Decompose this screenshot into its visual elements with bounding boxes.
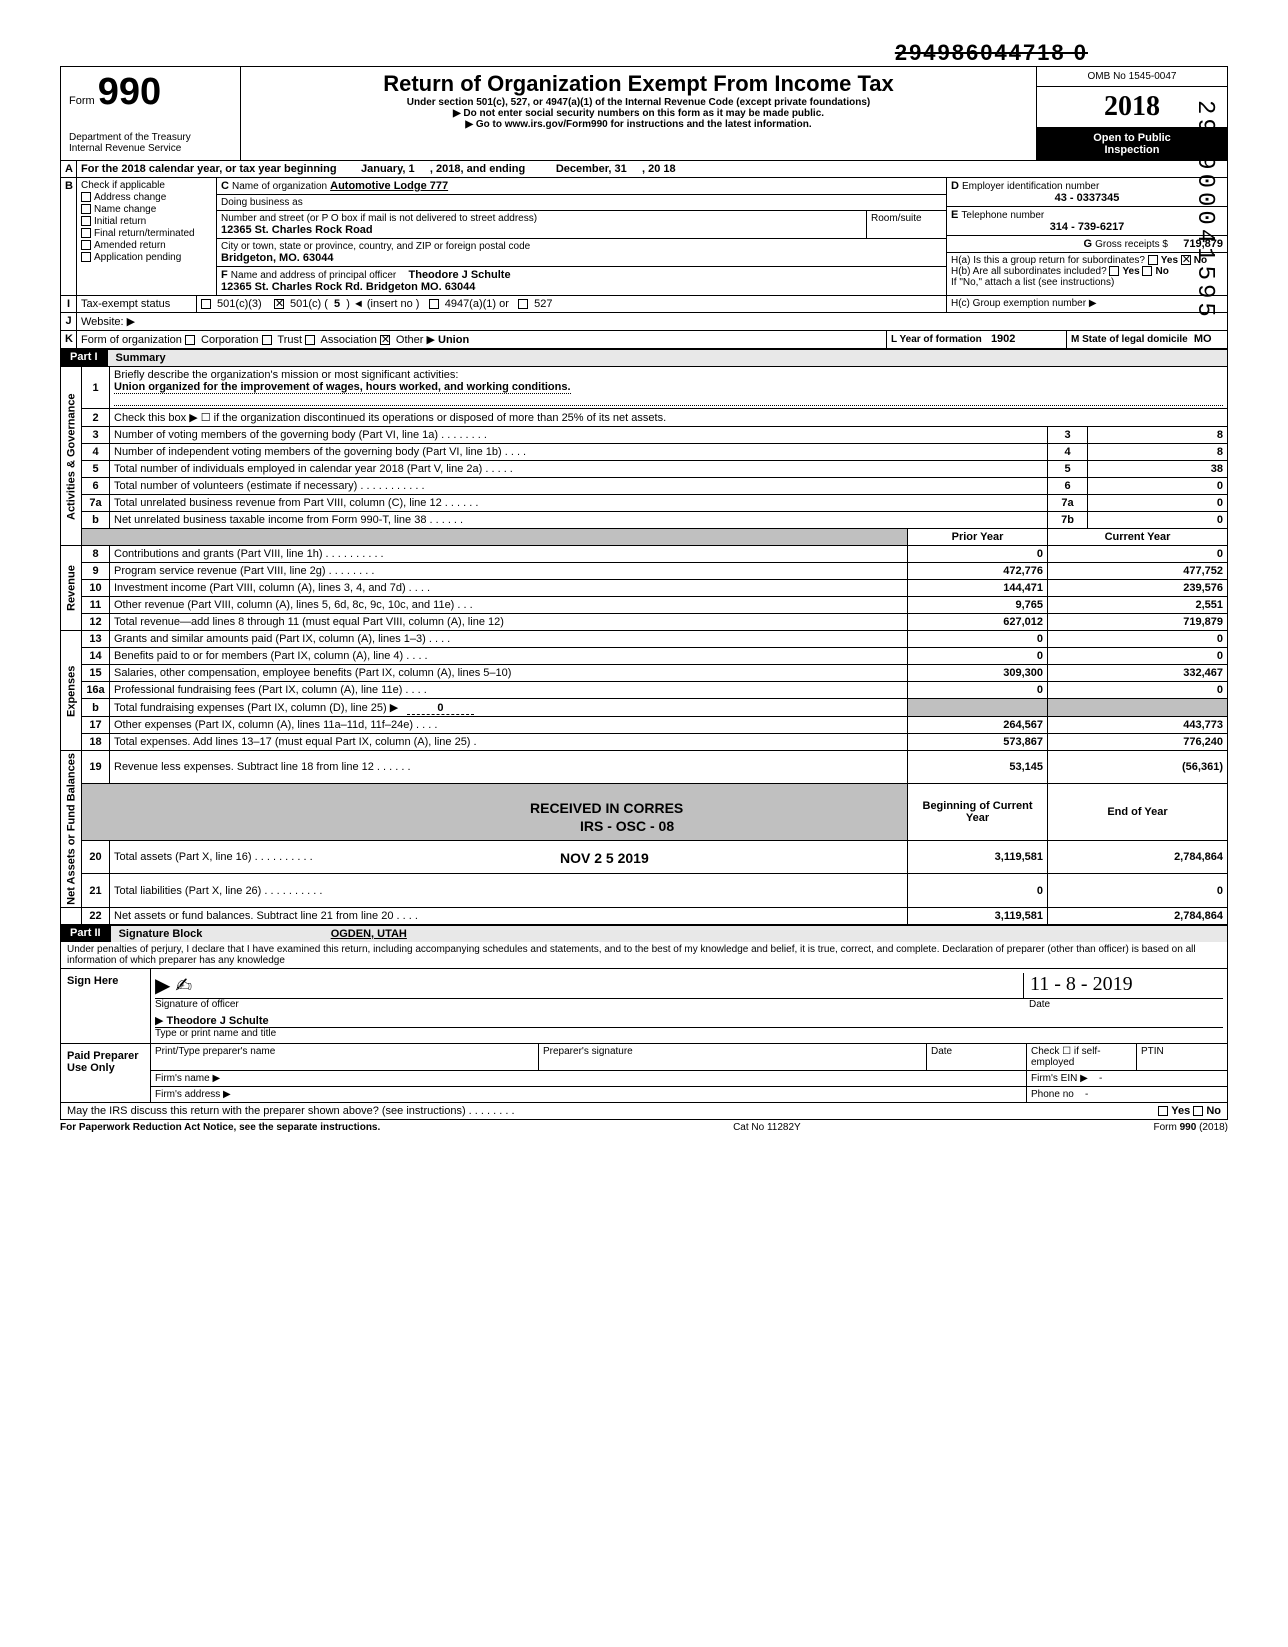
checkbox[interactable] — [81, 192, 91, 202]
summary-table: Activities & Governance 1 Briefly descri… — [60, 366, 1228, 925]
checkbox[interactable] — [81, 252, 91, 262]
part-1-header: Part I Summary — [60, 349, 1228, 366]
form-subtitle: Under section 501(c), 527, or 4947(a)(1)… — [249, 97, 1028, 108]
form-number: 990 — [98, 71, 161, 113]
table-row: 7aTotal unrelated business revenue from … — [61, 495, 1228, 512]
table-row: 14Benefits paid to or for members (Part … — [61, 648, 1228, 665]
officer-name: Theodore J Schulte — [409, 269, 511, 281]
table-row: 18Total expenses. Add lines 13–17 (must … — [61, 734, 1228, 751]
table-row: 4Number of independent voting members of… — [61, 444, 1228, 461]
osc-stamp: IRS - OSC - 08 — [580, 818, 674, 834]
dept-treasury: Department of the Treasury — [69, 132, 232, 143]
table-row: 6Total number of volunteers (estimate if… — [61, 478, 1228, 495]
ssn-warning: ▶ Do not enter social security numbers o… — [249, 108, 1028, 119]
form-title: Return of Organization Exempt From Incom… — [249, 71, 1028, 97]
signature-icon: ▶ ✍︎ — [155, 975, 192, 997]
year-formation: 1902 — [991, 333, 1015, 345]
irs-label: Internal Revenue Service — [69, 143, 232, 154]
ogden-stamp: OGDEN, UTAH — [331, 928, 407, 940]
table-row: 10Investment income (Part VIII, column (… — [61, 580, 1228, 597]
omb-number: OMB No 1545-0047 — [1037, 67, 1227, 87]
part-2-header: Part II Signature Block OGDEN, UTAH — [60, 925, 1228, 942]
table-row: 12Total revenue—add lines 8 through 11 (… — [61, 614, 1228, 631]
arrow-icon: ▶ — [155, 1015, 163, 1027]
table-row: 3Number of voting members of the governi… — [61, 427, 1228, 444]
table-row: 9Program service revenue (Part VIII, lin… — [61, 563, 1228, 580]
checkbox[interactable] — [81, 228, 91, 238]
table-row: 5Total number of individuals employed in… — [61, 461, 1228, 478]
telephone: 314 - 739-6217 — [951, 221, 1223, 233]
perjury-statement: Under penalties of perjury, I declare th… — [60, 942, 1228, 969]
strikethrough-number: 294986044718 0 — [60, 40, 1228, 66]
paid-preparer-block: Paid Preparer Use Only Print/Type prepar… — [60, 1044, 1228, 1103]
state-domicile: MO — [1194, 333, 1212, 345]
officer-printed-name: Theodore J Schulte — [167, 1015, 269, 1027]
tax-year: 2018 — [1104, 91, 1160, 122]
city-state-zip: Bridgeton, MO. 63044 — [221, 252, 942, 264]
mission-text: Union organized for the improvement of w… — [114, 381, 571, 394]
checkbox-checked[interactable] — [380, 335, 390, 345]
line-a: A For the 2018 calendar year, or tax yea… — [60, 161, 1228, 178]
form-990-page: 294900041595 294986044718 0 Form 990 Dep… — [60, 40, 1228, 1135]
table-row: 15Salaries, other compensation, employee… — [61, 665, 1228, 682]
table-row: 11Other revenue (Part VIII, column (A), … — [61, 597, 1228, 614]
table-row: 21Total liabilities (Part X, line 26) . … — [61, 874, 1228, 907]
nov-stamp: NOV 2 5 2019 — [560, 850, 649, 866]
checkbox-checked[interactable] — [274, 299, 284, 309]
street-address: 12365 St. Charles Rock Road — [221, 224, 862, 236]
goto-url: ▶ Go to www.irs.gov/Form990 for instruct… — [249, 119, 1028, 130]
form-prefix: Form — [69, 95, 95, 107]
check-applicable: Check if applicable Address change Name … — [77, 178, 217, 295]
ein: 43 - 0337345 — [951, 192, 1223, 204]
table-row: 16aProfessional fundraising fees (Part I… — [61, 682, 1228, 699]
received-stamp: RECEIVED IN CORRES — [530, 800, 683, 816]
table-row: bNet unrelated business taxable income f… — [61, 512, 1228, 529]
table-row: 22Net assets or fund balances. Subtract … — [61, 907, 1228, 924]
form-header: Form 990 Department of the Treasury Inte… — [60, 66, 1228, 161]
table-row: 17Other expenses (Part IX, column (A), l… — [61, 717, 1228, 734]
checkbox[interactable] — [81, 216, 91, 226]
table-row: bTotal fundraising expenses (Part IX, co… — [61, 699, 1228, 717]
side-barcode-number: 294900041595 — [1191, 100, 1218, 321]
officer-address: 12365 St. Charles Rock Rd. Bridgeton MO.… — [221, 281, 942, 293]
org-name: Automotive Lodge 777 — [330, 180, 448, 192]
checkbox[interactable] — [81, 204, 91, 214]
entity-block: B Check if applicable Address change Nam… — [60, 178, 1228, 296]
page-footer: For Paperwork Reduction Act Notice, see … — [60, 1120, 1228, 1135]
checkbox[interactable] — [81, 240, 91, 250]
sign-here-block: Sign Here ▶ ✍︎ 11 - 8 - 2019 Signature o… — [60, 969, 1228, 1044]
signed-date: 11 - 8 - 2019 — [1030, 973, 1133, 995]
checkbox-checked[interactable] — [1181, 255, 1191, 265]
